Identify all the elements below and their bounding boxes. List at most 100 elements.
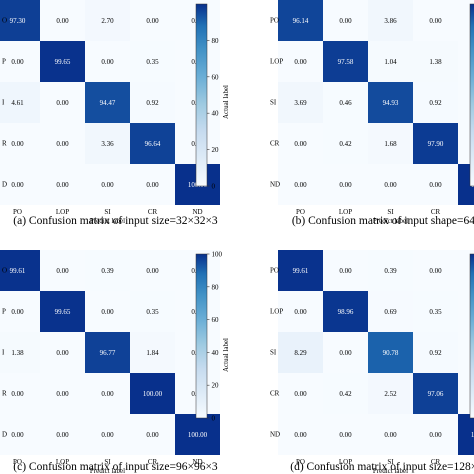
cell-value-label: 0.00 [146, 181, 159, 189]
y-tick-label: LOP [270, 308, 283, 316]
heatmap-cell [130, 41, 175, 82]
heatmap-cell [278, 41, 323, 82]
cell-value-label: 0.00 [101, 308, 114, 316]
cell-value-label: 1.84 [146, 349, 159, 357]
cell-value-label: 0.42 [339, 140, 352, 148]
y-tick-label: O [2, 267, 7, 275]
cell-value-label: 1.04 [384, 58, 397, 66]
heatmap-cell [0, 164, 40, 205]
y-tick-label: CR [270, 140, 280, 148]
colorbar-tick-label: 20 [212, 382, 220, 390]
heatmap-cell [368, 41, 413, 82]
cell-value-label: 0.00 [429, 431, 442, 439]
heatmap-cell [278, 164, 323, 205]
x-tick-label: PO [296, 208, 305, 216]
cell-value-label: 0.00 [56, 99, 69, 107]
cell-value-label: 0.00 [56, 349, 69, 357]
heatmap-cell [323, 373, 368, 414]
heatmap-cell [323, 41, 368, 82]
cell-value-label: 2.70 [101, 17, 114, 25]
heatmap-cell [85, 0, 130, 41]
cell-value-label: 0.00 [56, 431, 69, 439]
heatmap-cell [413, 82, 458, 123]
colorbar-tick-label: 20 [212, 146, 220, 154]
cell-value-label: 0.00 [384, 181, 397, 189]
y-tick-label: SI [270, 349, 277, 357]
cell-value-label: 0.00 [384, 431, 397, 439]
heatmap-cell [130, 82, 175, 123]
x-tick-label: SI [104, 208, 111, 216]
heatmap-cell [278, 373, 323, 414]
y-axis-label: Actual label [222, 85, 230, 119]
heatmap-cell [368, 123, 413, 164]
cell-value-label: 0.00 [339, 267, 352, 275]
y-tick-label: O [2, 17, 7, 25]
heatmap-cell [40, 123, 85, 164]
cell-value-label: 0.92 [429, 99, 442, 107]
colorbar [469, 253, 474, 419]
y-tick-label: CR [270, 390, 280, 398]
cell-value-label: 97.58 [338, 58, 354, 66]
heatmap-cell [0, 373, 40, 414]
heatmap-cell [323, 164, 368, 205]
colorbar-tick-label: 60 [212, 316, 220, 324]
cell-value-label: 98.96 [338, 308, 354, 316]
heatmap-cell [0, 250, 40, 291]
cell-value-label: 0.92 [146, 99, 159, 107]
heatmap-cell [0, 41, 40, 82]
colorbar-tick-label: 0 [212, 183, 216, 191]
heatmap-cell [85, 414, 130, 455]
colorbar-tick-label: 80 [212, 283, 220, 291]
x-axis-label: Predict label [90, 467, 125, 474]
x-tick-label: PO [13, 458, 22, 466]
x-tick-label: PO [296, 458, 305, 466]
cell-value-label: 96.77 [100, 349, 116, 357]
cell-value-label: 99.65 [55, 308, 71, 316]
x-tick-label: ND [192, 458, 202, 466]
cell-value-label: 1.38 [429, 58, 442, 66]
heatmap-cell [40, 164, 85, 205]
heatmap-cell [0, 291, 40, 332]
cell-value-label: 3.69 [294, 99, 307, 107]
cell-value-label: 0.69 [384, 308, 397, 316]
heatmap-cell [40, 332, 85, 373]
cell-value-label: 0.00 [101, 431, 114, 439]
cell-value-label: 0.00 [11, 58, 24, 66]
heatmap-cell [323, 414, 368, 455]
colorbar-tick-label: 60 [212, 73, 220, 81]
heatmap-cell [323, 291, 368, 332]
heatmap-cell [85, 373, 130, 414]
heatmap-cell [130, 291, 175, 332]
cell-value-label: 0.00 [11, 390, 24, 398]
cell-value-label: 0.00 [101, 181, 114, 189]
heatmap-cell [278, 414, 323, 455]
heatmap-cell [130, 164, 175, 205]
subfigure-caption: (d) Confusion matrix of input size=128×1… [290, 461, 474, 473]
y-tick-label: I [2, 349, 5, 357]
cell-value-label: 0.00 [101, 390, 114, 398]
x-tick-label: CR [431, 208, 441, 216]
x-axis-label: Predict label [373, 217, 408, 225]
heatmap-cell [40, 291, 85, 332]
y-tick-label: D [2, 181, 7, 189]
cell-value-label: 99.61 [10, 267, 26, 275]
colorbar-tick-label: 0 [212, 415, 216, 423]
heatmap-cell [368, 373, 413, 414]
x-axis-label: Predict label [90, 217, 125, 225]
cell-value-label: 0.00 [294, 140, 307, 148]
y-tick-label: LOP [270, 58, 283, 66]
heatmap-cell [413, 250, 458, 291]
heatmap-cell [278, 123, 323, 164]
heatmap-cell [413, 0, 458, 41]
y-tick-label: PO [270, 17, 279, 25]
heatmap-cell [323, 250, 368, 291]
colorbar-tick-label: 80 [212, 37, 220, 45]
x-tick-label: CR [431, 458, 441, 466]
y-tick-label: ND [270, 181, 280, 189]
cell-value-label: 96.14 [293, 17, 309, 25]
cell-value-label: 8.29 [294, 349, 307, 357]
heatmap-cell [85, 82, 130, 123]
cell-value-label: 0.00 [294, 431, 307, 439]
cell-value-label: 97.90 [428, 140, 444, 148]
cell-value-label: 0.35 [146, 58, 159, 66]
